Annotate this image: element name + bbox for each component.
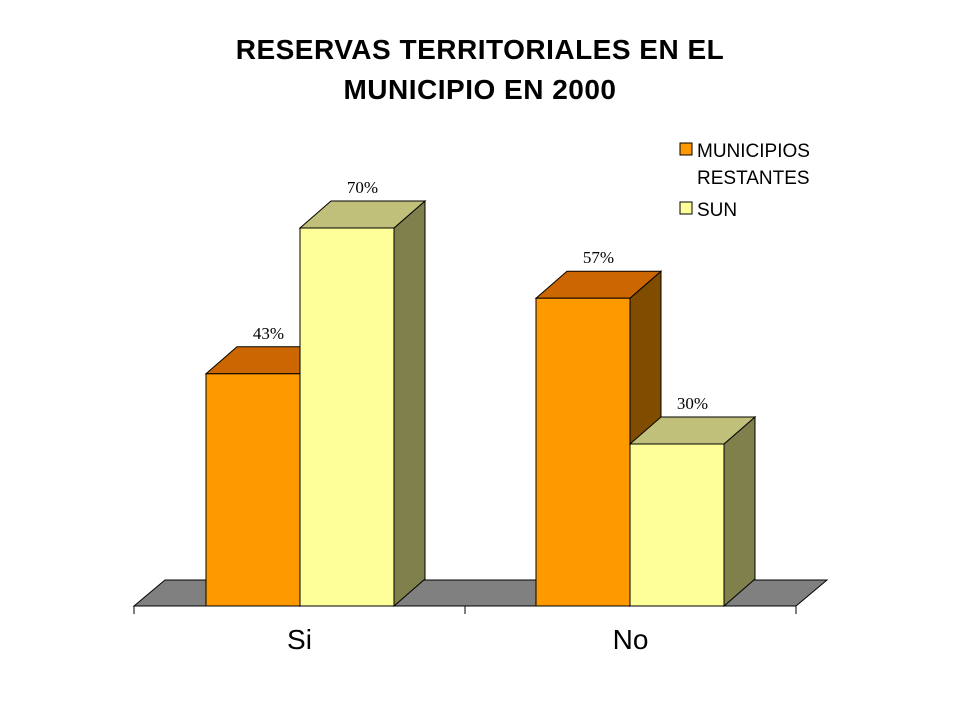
data-label: 43% [253, 324, 284, 343]
bar-side [393, 199, 426, 608]
bar [205, 373, 301, 607]
chart-title-line-2: MUNICIPIO EN 2000 [343, 74, 617, 105]
data-label: 57% [583, 248, 614, 267]
bar-side [723, 415, 756, 608]
x-tick-label: Si [287, 624, 312, 655]
bar [535, 297, 631, 607]
x-tick-label: No [613, 624, 649, 655]
legend-label: MUNICIPIOS [697, 141, 810, 162]
bar [629, 443, 725, 607]
legend-swatch [679, 142, 693, 156]
data-label: 70% [347, 178, 378, 197]
data-label: 30% [677, 394, 708, 413]
legend-label: SUN [697, 200, 737, 221]
chart-title-line-1: RESERVAS TERRITORIALES EN EL [235, 34, 725, 65]
legend-swatch [679, 201, 693, 215]
legend-label: RESTANTES [697, 168, 810, 189]
bar [299, 227, 395, 607]
